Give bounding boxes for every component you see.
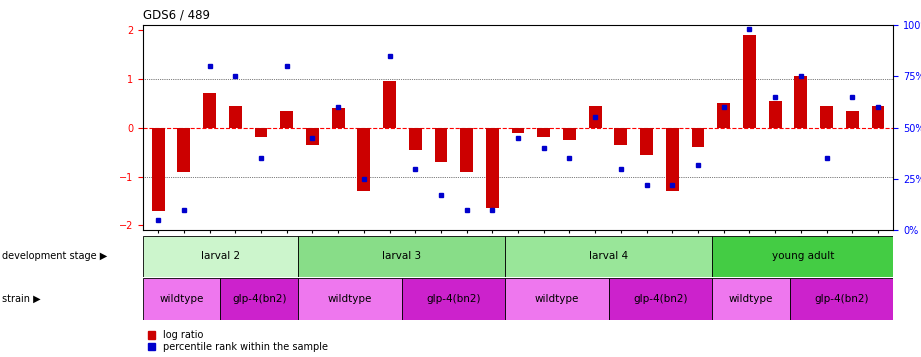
Bar: [795, 76, 807, 128]
Bar: [280, 111, 293, 128]
Bar: [143, 278, 220, 320]
Text: larval 2: larval 2: [201, 251, 240, 261]
Bar: [505, 236, 712, 277]
Bar: [692, 128, 705, 147]
Bar: [486, 128, 499, 208]
Bar: [306, 128, 319, 145]
Bar: [460, 128, 473, 172]
Bar: [871, 106, 884, 128]
Bar: [435, 128, 448, 162]
Bar: [790, 278, 893, 320]
Bar: [383, 81, 396, 128]
Text: glp-4(bn2): glp-4(bn2): [426, 294, 481, 304]
Bar: [357, 128, 370, 191]
Text: wildtype: wildtype: [729, 294, 774, 304]
Bar: [505, 278, 609, 320]
Text: larval 3: larval 3: [382, 251, 421, 261]
Text: GDS6 / 489: GDS6 / 489: [143, 9, 210, 21]
Bar: [609, 278, 712, 320]
Bar: [743, 35, 756, 128]
Text: glp-4(bn2): glp-4(bn2): [633, 294, 688, 304]
Text: larval 4: larval 4: [589, 251, 628, 261]
Text: wildtype: wildtype: [535, 294, 579, 304]
Bar: [717, 103, 730, 128]
Bar: [298, 236, 505, 277]
Bar: [666, 128, 679, 191]
Text: glp-4(bn2): glp-4(bn2): [232, 294, 286, 304]
Bar: [204, 94, 216, 128]
Bar: [563, 128, 576, 140]
Bar: [769, 101, 782, 128]
Bar: [220, 278, 298, 320]
Bar: [402, 278, 505, 320]
Text: wildtype: wildtype: [159, 294, 204, 304]
Bar: [845, 111, 858, 128]
Bar: [254, 128, 267, 137]
Bar: [143, 236, 298, 277]
Bar: [409, 128, 422, 150]
Bar: [229, 106, 241, 128]
Bar: [152, 128, 165, 211]
Text: strain ▶: strain ▶: [2, 294, 41, 304]
Bar: [640, 128, 653, 155]
Bar: [178, 128, 191, 172]
Bar: [512, 128, 524, 132]
Bar: [820, 106, 833, 128]
Bar: [298, 278, 402, 320]
Text: young adult: young adult: [772, 251, 834, 261]
Bar: [712, 278, 790, 320]
Text: development stage ▶: development stage ▶: [2, 251, 107, 261]
Legend: log ratio, percentile rank within the sample: log ratio, percentile rank within the sa…: [147, 330, 328, 352]
Text: wildtype: wildtype: [328, 294, 372, 304]
Text: glp-4(bn2): glp-4(bn2): [814, 294, 869, 304]
Bar: [589, 106, 601, 128]
Bar: [712, 236, 893, 277]
Bar: [537, 128, 550, 137]
Bar: [614, 128, 627, 145]
Bar: [332, 108, 344, 128]
